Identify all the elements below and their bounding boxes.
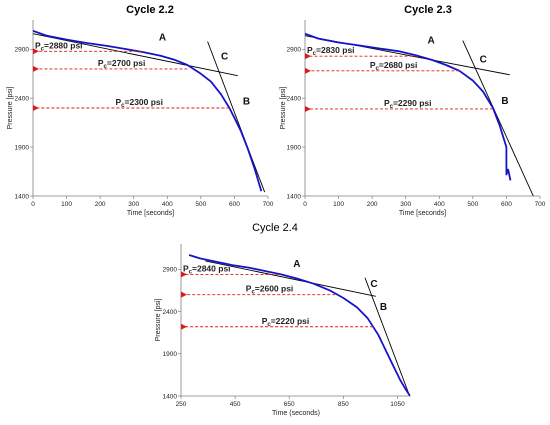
x-tick-label: 850	[338, 401, 349, 408]
x-tick-label: 600	[229, 201, 240, 208]
pressure-curve	[188, 254, 411, 396]
y-tick-label: 1900	[15, 144, 30, 151]
chart-panel-3: Cycle 2.4 250 450 650 850 1050 1400 1900 2400 290…	[155, 222, 411, 417]
x-tick-label: 500	[467, 201, 478, 208]
point-label-b: B	[380, 302, 387, 313]
y-tick-label: 1900	[287, 144, 302, 151]
x-tick-label: 0	[303, 201, 307, 208]
y-tick-label: 1900	[163, 351, 178, 358]
x-axis-label: Time [seconds]	[399, 210, 446, 217]
x-axis-label: Time (seconds)	[272, 410, 320, 417]
pc-label-1: Pc=2840 psi	[183, 263, 231, 275]
y-tick-label: 2900	[15, 47, 30, 54]
x-axis-label: Time [seconds]	[127, 210, 174, 217]
tangent-line-1	[205, 260, 376, 297]
pc-label-1: Pc=2880 psi	[35, 40, 83, 52]
point-label-c: C	[370, 279, 377, 290]
y-tick-label: 2900	[163, 267, 178, 274]
y-tick-label: 2400	[163, 309, 178, 316]
x-tick-label: 300	[128, 201, 139, 208]
y-tick-label: 2900	[287, 47, 302, 54]
x-tick-label: 650	[284, 401, 295, 408]
x-tick-label: 700	[263, 201, 274, 208]
x-tick-label: 1050	[390, 401, 405, 408]
chart-panel-1: Cycle 2.2 0 100 200 300 400 500 600 700 1400 1900 2…	[7, 4, 274, 217]
point-label-c: C	[480, 55, 487, 66]
pressure-curve	[305, 32, 512, 181]
pc-label-1: Pc=2830 psi	[307, 45, 355, 57]
y-tick-label: 1400	[15, 193, 30, 200]
point-label-b: B	[501, 96, 508, 107]
point-label-a: A	[293, 259, 300, 270]
y-axis-label: Pressure [psi]	[7, 87, 14, 130]
y-tick-label: 2400	[15, 96, 30, 103]
x-tick-label: 400	[434, 201, 445, 208]
y-tick-label: 1400	[287, 193, 302, 200]
tangent-line-2	[364, 277, 411, 396]
x-tick-label: 200	[367, 201, 378, 208]
pc-label-2: Pc=2680 psi	[370, 60, 418, 72]
x-tick-label: 0	[31, 201, 35, 208]
x-tick-label: 100	[61, 201, 72, 208]
chart-title: Cycle 2.3	[404, 4, 452, 16]
tangent-line-1	[33, 33, 238, 77]
x-tick-label: 600	[501, 201, 512, 208]
pc-label-3: Pc=2300 psi	[115, 97, 163, 109]
x-tick-label: 450	[230, 401, 241, 408]
tangent-line-2	[207, 41, 266, 193]
chart-title: Cycle 2.4	[252, 222, 298, 234]
x-tick-label: 700	[535, 201, 546, 208]
chart-panel-2: Cycle 2.3 0 100 200 300 400 500 600 700 1400 1900 2…	[280, 4, 546, 217]
pc-label-3: Pc=2220 psi	[262, 316, 310, 328]
point-label-b: B	[243, 97, 250, 108]
x-tick-label: 200	[95, 201, 106, 208]
point-label-a: A	[428, 35, 435, 46]
y-axis-label: Pressure [psi]	[155, 299, 162, 342]
point-label-c: C	[221, 52, 228, 63]
y-axis-label: Pressure [psi]	[280, 87, 287, 130]
pressure-curve	[33, 29, 263, 192]
pc-label-2: Pc=2600 psi	[246, 284, 294, 296]
x-tick-label: 300	[400, 201, 411, 208]
y-tick-label: 1400	[163, 393, 178, 400]
x-tick-label: 250	[176, 401, 187, 408]
x-tick-label: 500	[195, 201, 206, 208]
x-tick-label: 100	[333, 201, 344, 208]
point-label-a: A	[159, 33, 166, 44]
tangent-line-2	[462, 40, 534, 196]
pc-label-2: Pc=2700 psi	[98, 58, 146, 70]
pc-label-3: Pc=2290 psi	[384, 98, 432, 110]
x-tick-label: 400	[162, 201, 173, 208]
y-tick-label: 2400	[287, 96, 302, 103]
chart-title: Cycle 2.2	[126, 4, 174, 16]
